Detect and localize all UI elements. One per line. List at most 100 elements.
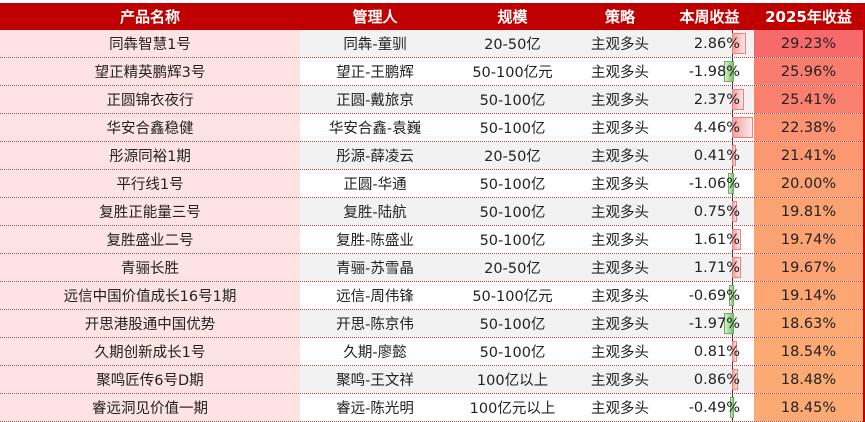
cell-text: 主观多头	[591, 233, 649, 249]
table-header: 产品名称 管理人 规模 策略 本周收益 2025年收益	[0, 3, 863, 30]
cell-weekly-return: 0.41%	[665, 142, 754, 169]
cell-text: 同犇-童驯	[343, 37, 407, 53]
cell-weekly-return: 1.61%	[665, 226, 754, 253]
cell-text: 望正精英鹏辉3号	[94, 65, 206, 81]
cell-weekly-return: 0.86%	[665, 366, 754, 393]
cell-strategy: 主观多头	[575, 254, 665, 281]
cell-strategy: 主观多头	[575, 86, 665, 113]
cell-text: 主观多头	[591, 205, 649, 221]
cell-text: 20-50亿	[484, 37, 541, 53]
cell-text: 50-100亿	[479, 345, 546, 361]
databar	[732, 257, 742, 278]
cell-text: 主观多头	[591, 93, 649, 109]
cell-text: 50-100亿	[479, 317, 546, 333]
cell-manager: 开思-陈京伟	[300, 310, 450, 337]
cell-text: 聚鸣匠传6号D期	[96, 373, 204, 389]
cell-product-name: 望正精英鹏辉3号	[0, 58, 300, 85]
cell-strategy: 主观多头	[575, 226, 665, 253]
cell-2025-return: 25.41%	[754, 86, 863, 113]
cell-manager: 同犇-童驯	[300, 30, 450, 57]
cell-text: 主观多头	[591, 373, 649, 389]
cell-text: 远信中国价值成长16号1期	[63, 289, 237, 305]
cell-text: 25.41%	[780, 91, 837, 108]
cell-text: 0.41%	[693, 147, 740, 164]
table-row: 平行线1号 正圆-华通 50-100亿 主观多头 -1.06% 20.00%	[0, 170, 863, 198]
cell-text: 主观多头	[591, 37, 649, 53]
cell-2025-return: 18.54%	[754, 338, 863, 365]
cell-text: 50-100亿	[479, 121, 546, 137]
cell-text: 主观多头	[591, 65, 649, 81]
table-row: 复胜正能量三号 复胜-陆航 50-100亿 主观多头 0.75% 19.81%	[0, 198, 863, 226]
cell-text: 复胜盛业二号	[106, 233, 194, 249]
databar	[732, 89, 744, 110]
header-col-product-name: 产品名称	[119, 8, 180, 26]
cell-product-name: 复胜正能量三号	[0, 198, 300, 225]
cell-text: 主观多头	[591, 177, 649, 193]
cell-manager: 华安合鑫-袁巍	[300, 114, 450, 141]
header-col-strategy: 策略	[604, 8, 635, 26]
cell-2025-return: 18.45%	[754, 394, 863, 421]
cell-product-name: 聚鸣匠传6号D期	[0, 366, 300, 393]
cell-weekly-return: 2.86%	[665, 30, 754, 57]
cell-text: 久期创新成长1号	[94, 345, 206, 361]
cell-text: 50-100亿	[479, 205, 546, 221]
cell-strategy: 主观多头	[575, 198, 665, 225]
cell-text: 远信-周伟锋	[336, 289, 414, 305]
cell-scale: 20-50亿	[450, 30, 575, 57]
cell-text: -0.49%	[688, 399, 740, 416]
cell-text: 50-100亿	[479, 233, 546, 249]
cell-text: 聚鸣-王文祥	[336, 373, 414, 389]
cell-text: 100亿元以上	[469, 401, 556, 417]
databar	[723, 61, 734, 82]
header-col-scale: 规模	[497, 8, 528, 26]
cell-text: 18.45%	[780, 399, 837, 416]
fund-table: 产品名称 管理人 规模 策略 本周收益 2025年收益 同犇智慧1号 同犇-童驯 20-50亿…	[0, 3, 865, 422]
cell-text: 主观多头	[591, 149, 649, 165]
cell-text: 主观多头	[591, 345, 649, 361]
cell-weekly-return: 2.37%	[665, 86, 754, 113]
cell-text: 同犇智慧1号	[109, 37, 191, 53]
cell-text: 睿远洞见价值一期	[92, 401, 208, 417]
cell-strategy: 主观多头	[575, 338, 665, 365]
cell-product-name: 开思港股通中国优势	[0, 310, 300, 337]
cell-text: 18.48%	[780, 371, 837, 388]
cell-text: 18.54%	[780, 343, 837, 360]
databar	[732, 341, 738, 362]
table-row: 望正精英鹏辉3号 望正-王鹏辉 50-100亿元 主观多头 -1.98% 25.96%	[0, 58, 863, 86]
cell-scale: 50-100亿	[450, 114, 575, 141]
cell-2025-return: 29.23%	[754, 30, 863, 57]
cell-text: -0.69%	[688, 287, 740, 304]
cell-product-name: 睿远洞见价值一期	[0, 394, 300, 421]
cell-text: 0.75%	[693, 203, 740, 220]
table-row: 复胜盛业二号 复胜-陈盛业 50-100亿 主观多头 1.61% 19.74%	[0, 226, 863, 254]
cell-2025-return: 19.14%	[754, 282, 863, 309]
cell-text: 华安合鑫稳健	[106, 121, 194, 137]
cell-manager: 复胜-陆航	[300, 198, 450, 225]
databar	[729, 285, 734, 306]
cell-text: 2.37%	[693, 91, 740, 108]
cell-text: 2.86%	[693, 35, 740, 52]
cell-product-name: 平行线1号	[0, 170, 300, 197]
cell-manager: 正圆-华通	[300, 170, 450, 197]
cell-scale: 100亿元以上	[450, 394, 575, 421]
table-row: 同犇智慧1号 同犇-童驯 20-50亿 主观多头 2.86% 29.23%	[0, 30, 863, 58]
cell-text: 29.23%	[780, 35, 837, 52]
cell-text: -1.98%	[688, 63, 740, 80]
cell-text: 1.71%	[693, 259, 740, 276]
table-row: 正圆锦衣夜行 正圆-戴旅京 50-100亿 主观多头 2.37% 25.41%	[0, 86, 863, 114]
table-row: 久期创新成长1号 久期-廖懿 50-100亿 主观多头 0.81% 18.54%	[0, 338, 863, 366]
cell-strategy: 主观多头	[575, 30, 665, 57]
cell-weekly-return: 4.46%	[665, 114, 754, 141]
cell-text: 平行线1号	[116, 177, 184, 193]
cell-text: 久期-廖懿	[343, 345, 407, 361]
cell-2025-return: 19.74%	[754, 226, 863, 253]
cell-product-name: 彤源同裕1期	[0, 142, 300, 169]
cell-text: 50-100亿	[479, 177, 546, 193]
cell-manager: 正圆-戴旅京	[300, 86, 450, 113]
cell-manager: 聚鸣-王文祥	[300, 366, 450, 393]
cell-text: 正圆锦衣夜行	[106, 93, 194, 109]
cell-strategy: 主观多头	[575, 114, 665, 141]
cell-2025-return: 25.96%	[754, 58, 863, 85]
databar	[732, 145, 736, 166]
cell-product-name: 同犇智慧1号	[0, 30, 300, 57]
